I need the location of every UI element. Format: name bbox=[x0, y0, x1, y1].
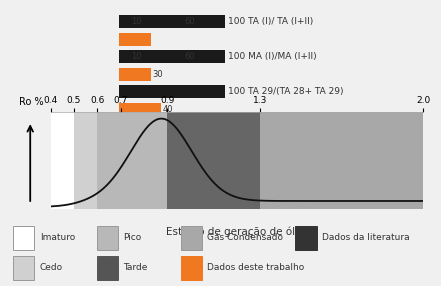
Bar bbox=[119, 15, 130, 28]
Bar bbox=[119, 67, 151, 81]
Text: Dados da literatura: Dados da literatura bbox=[322, 233, 410, 242]
Text: 40: 40 bbox=[163, 105, 173, 114]
Bar bbox=[97, 256, 118, 280]
Text: Pico: Pico bbox=[123, 233, 142, 242]
Text: Estágio de geração de óleo: Estágio de geração de óleo bbox=[166, 226, 308, 237]
Bar bbox=[119, 50, 130, 63]
Bar bbox=[119, 85, 225, 98]
Text: Ro %: Ro % bbox=[19, 97, 44, 107]
Bar bbox=[295, 226, 317, 249]
Bar bbox=[130, 50, 183, 63]
Bar bbox=[13, 226, 34, 249]
Bar bbox=[183, 15, 225, 28]
Bar bbox=[97, 226, 118, 249]
Bar bbox=[183, 50, 225, 63]
Text: 10: 10 bbox=[131, 17, 142, 26]
Bar bbox=[260, 112, 423, 209]
Text: 30: 30 bbox=[153, 69, 163, 79]
Text: 10: 10 bbox=[131, 52, 142, 61]
Text: 100 TA (I)/ TA (I+II): 100 TA (I)/ TA (I+II) bbox=[228, 17, 314, 26]
Text: 60: 60 bbox=[184, 17, 195, 26]
Bar bbox=[13, 256, 34, 280]
Bar bbox=[51, 112, 74, 209]
Bar bbox=[119, 33, 151, 46]
Bar bbox=[181, 256, 202, 280]
Bar bbox=[74, 112, 97, 209]
Text: Imaturo: Imaturo bbox=[40, 233, 75, 242]
Bar bbox=[181, 226, 202, 249]
Text: Cedo: Cedo bbox=[40, 263, 63, 272]
Bar bbox=[167, 112, 260, 209]
Text: Tarde: Tarde bbox=[123, 263, 148, 272]
Bar bbox=[97, 112, 167, 209]
Text: 100 MA (I)/MA (I+II): 100 MA (I)/MA (I+II) bbox=[228, 52, 317, 61]
Bar bbox=[119, 102, 161, 116]
Text: 100 TA 29/(TA 28+ TA 29): 100 TA 29/(TA 28+ TA 29) bbox=[228, 87, 344, 96]
Bar bbox=[130, 15, 183, 28]
Text: 60: 60 bbox=[184, 52, 195, 61]
Text: Gás Condensado: Gás Condensado bbox=[207, 233, 283, 242]
Text: Dados deste trabalho: Dados deste trabalho bbox=[207, 263, 305, 272]
